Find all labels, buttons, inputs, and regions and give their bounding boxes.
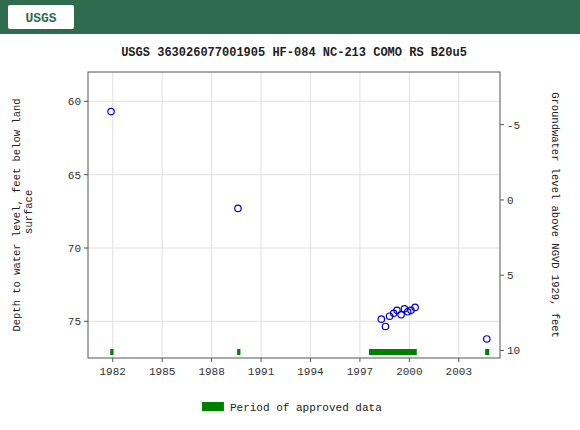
x-tick xyxy=(409,358,410,362)
legend-swatch xyxy=(202,402,224,411)
grid-line-x xyxy=(162,72,163,358)
y-tick xyxy=(84,321,88,322)
approved-period xyxy=(110,349,113,355)
x-tick-label: 1985 xyxy=(149,366,175,378)
x-tick-label: 1982 xyxy=(100,366,126,378)
data-point xyxy=(484,336,490,342)
marks xyxy=(108,108,490,355)
x-tick xyxy=(359,358,360,362)
chart: USGS USGS 363026077001905 HF-084 NC-213 C… xyxy=(0,0,580,430)
data-point xyxy=(382,323,388,329)
y-tick xyxy=(84,101,88,102)
x-tick xyxy=(261,358,262,362)
title: USGS 363026077001905 HF-084 NC-213 COMO … xyxy=(121,46,467,60)
y-axis-label: Depth to water level, feet below land su… xyxy=(11,98,35,331)
y-tick-label: 75 xyxy=(68,316,81,328)
grid xyxy=(88,72,500,358)
y2-tick xyxy=(500,275,504,276)
y2-tick-label: 5 xyxy=(507,270,514,282)
grid-line-x xyxy=(310,72,311,358)
x-tick-label: 1994 xyxy=(297,366,324,378)
y2-axis-label: Groundwater level above NGVD 1929, feet xyxy=(549,92,561,338)
data-point xyxy=(378,316,384,322)
y-tick-label: 65 xyxy=(68,170,81,182)
logo-box xyxy=(8,5,74,29)
x-tick-label: 1988 xyxy=(198,366,224,378)
grid-line-x xyxy=(261,72,262,358)
y2-tick xyxy=(500,124,504,125)
y2-tick-label: -5 xyxy=(507,120,520,132)
x-tick xyxy=(112,358,113,362)
approved-period xyxy=(485,349,489,355)
y-axis-label-line: Depth to water level, feet below land xyxy=(11,98,23,331)
grid-line-x xyxy=(359,72,360,358)
annotation: USGS xyxy=(25,11,56,26)
grid-line-y xyxy=(88,101,500,102)
header-bar xyxy=(0,0,580,34)
x-tick xyxy=(162,358,163,362)
y-tick-label: 60 xyxy=(68,96,81,108)
x-tick-label: 1991 xyxy=(248,366,275,378)
approved-period xyxy=(237,349,240,355)
x-tick-label: 2000 xyxy=(396,366,422,378)
approved-period xyxy=(369,349,417,355)
x-tick-label: 2003 xyxy=(446,366,472,378)
data-point xyxy=(235,205,241,211)
legend: Period of approved data xyxy=(202,402,382,414)
data-point xyxy=(108,108,114,114)
y-tick-label: 70 xyxy=(68,243,81,255)
y-axis-label-line: surface xyxy=(23,190,35,240)
data-point xyxy=(412,304,418,310)
y2-tick xyxy=(500,199,504,200)
grid-line-x xyxy=(211,72,212,358)
header: USGS xyxy=(0,0,580,34)
y2-tick-label: 10 xyxy=(507,345,520,357)
x-tick xyxy=(310,358,311,362)
y2-tick-label: 0 xyxy=(507,195,514,207)
x-tick xyxy=(458,358,459,362)
y2-tick xyxy=(500,350,504,351)
grid-line-x xyxy=(458,72,459,358)
plot-frame xyxy=(88,72,500,358)
grid-line-y xyxy=(88,174,500,175)
y-tick xyxy=(84,174,88,175)
legend-label: Period of approved data xyxy=(230,402,382,414)
x-tick xyxy=(211,358,212,362)
y-tick xyxy=(84,248,88,249)
grid-line-y xyxy=(88,248,500,249)
axes: 1982 1985 1988 1991 1994 1997 2000 2003 60 65 70 75… xyxy=(68,96,520,378)
x-tick-label: 1997 xyxy=(347,366,373,378)
grid-line-y xyxy=(88,321,500,322)
